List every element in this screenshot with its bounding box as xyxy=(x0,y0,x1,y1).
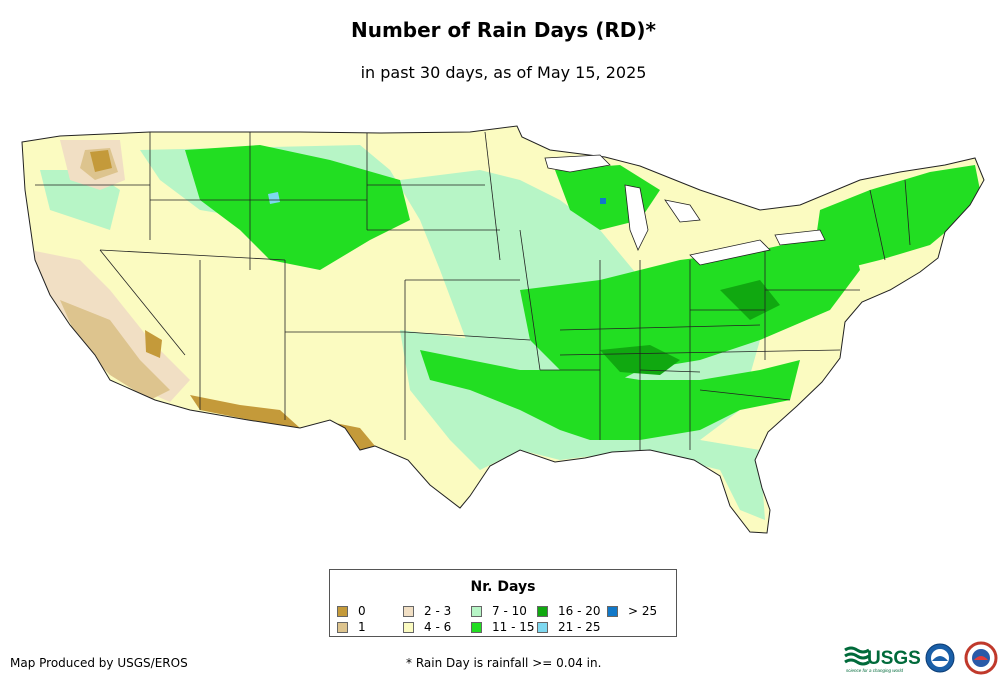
legend-item-11-15: 11 - 15 xyxy=(471,620,535,634)
legend-swatch xyxy=(537,621,548,633)
region-11-15-new-england xyxy=(815,165,980,270)
agency-logos: USGS science for a changing world xyxy=(844,641,998,675)
rain-day-footnote: * Rain Day is rainfall >= 0.04 in. xyxy=(406,656,602,670)
region-21-25-wyoming xyxy=(268,192,280,204)
legend-label: 1 xyxy=(358,620,366,634)
legend: Nr. Days 0 1 2 - 3 4 - 6 7 - 10 11 - 15 … xyxy=(329,569,677,637)
great-lakes xyxy=(544,154,826,266)
legend-item-16-20: 16 - 20 xyxy=(537,604,601,618)
us-rain-days-map xyxy=(21,125,985,534)
legend-label: 21 - 25 xyxy=(558,620,601,634)
region-0-arizona xyxy=(190,395,300,428)
nws-logo xyxy=(964,641,998,675)
legend-swatch xyxy=(471,605,482,617)
legend-swatch xyxy=(537,605,548,617)
legend-label: 7 - 10 xyxy=(492,604,527,618)
legend-label: > 25 xyxy=(628,604,658,618)
usgs-tagline: science for a changing world xyxy=(846,668,904,673)
legend-label: 2 - 3 xyxy=(424,604,452,618)
legend-item-21-25: 21 - 25 xyxy=(537,620,601,634)
region-11-15-montana-wyoming xyxy=(185,145,410,270)
legend-swatch xyxy=(403,605,414,617)
legend-item-7-10: 7 - 10 xyxy=(471,604,527,618)
region-1-southwest xyxy=(60,300,170,400)
legend-label: 11 - 15 xyxy=(492,620,535,634)
region-0-oregon xyxy=(90,150,112,172)
legend-label: 0 xyxy=(358,604,366,618)
usgs-wordmark: USGS xyxy=(867,648,921,669)
noaa-logo xyxy=(925,643,955,673)
legend-label: 16 - 20 xyxy=(558,604,601,618)
producer-credit: Map Produced by USGS/EROS xyxy=(10,656,188,670)
legend-swatch xyxy=(607,605,618,617)
legend-item-4-6: 4 - 6 xyxy=(403,620,451,634)
legend-item-2-3: 2 - 3 xyxy=(403,604,451,618)
map-title: Number of Rain Days (RD)* xyxy=(350,18,656,42)
region-11-15-southeast xyxy=(420,350,800,440)
legend-swatch xyxy=(337,621,348,633)
legend-swatch xyxy=(471,621,482,633)
legend-swatch xyxy=(337,605,348,617)
usgs-logo: USGS science for a changing world xyxy=(844,646,921,673)
region-0-nevada-ca xyxy=(145,330,162,358)
legend-swatch xyxy=(403,621,414,633)
legend-item-gt-25: > 25 xyxy=(607,604,657,618)
region-gt25-michigan xyxy=(600,198,606,204)
legend-label: 4 - 6 xyxy=(424,620,452,634)
us-border xyxy=(21,125,985,534)
map-subtitle: in past 30 days, as of May 15, 2025 xyxy=(360,63,647,82)
legend-title: Nr. Days xyxy=(470,579,536,595)
legend-item-1: 1 xyxy=(337,620,366,634)
legend-item-0: 0 xyxy=(337,604,366,618)
state-borders xyxy=(35,131,911,450)
